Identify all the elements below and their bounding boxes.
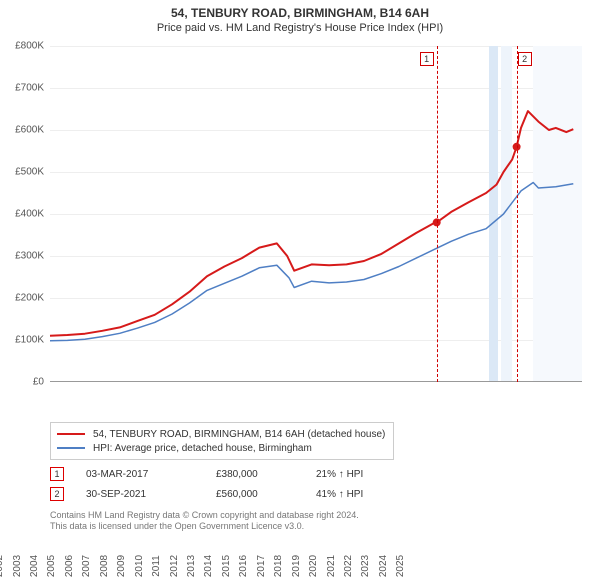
legend-swatch bbox=[57, 433, 85, 435]
event-callout: 2 bbox=[518, 52, 532, 66]
table-row: 2 30-SEP-2021 £560,000 41% ↑ HPI bbox=[50, 484, 436, 504]
event-callout: 1 bbox=[420, 52, 434, 66]
event-price: £380,000 bbox=[216, 469, 316, 480]
chart-title: 54, TENBURY ROAD, BIRMINGHAM, B14 6AH bbox=[0, 0, 600, 20]
xtick-label: 2025 bbox=[395, 555, 573, 577]
event-hpi-delta: 41% ↑ HPI bbox=[316, 489, 436, 500]
chart-container: 54, TENBURY ROAD, BIRMINGHAM, B14 6AH Pr… bbox=[0, 0, 600, 560]
event-hpi-delta: 21% ↑ HPI bbox=[316, 469, 436, 480]
ytick-label: £800K bbox=[0, 41, 44, 52]
series-hpi bbox=[50, 183, 573, 341]
legend-swatch bbox=[57, 447, 85, 449]
legend: 54, TENBURY ROAD, BIRMINGHAM, B14 6AH (d… bbox=[50, 422, 394, 460]
ytick-label: £600K bbox=[0, 125, 44, 136]
chart-subtitle: Price paid vs. HM Land Registry's House … bbox=[0, 20, 600, 34]
ytick-label: £400K bbox=[0, 209, 44, 220]
legend-row: HPI: Average price, detached house, Birm… bbox=[57, 441, 385, 455]
event-date: 30-SEP-2021 bbox=[86, 489, 216, 500]
footnote-line: This data is licensed under the Open Gov… bbox=[50, 521, 359, 532]
ytick-label: £200K bbox=[0, 293, 44, 304]
event-price: £560,000 bbox=[216, 489, 316, 500]
chart-svg bbox=[50, 46, 582, 382]
legend-row: 54, TENBURY ROAD, BIRMINGHAM, B14 6AH (d… bbox=[57, 427, 385, 441]
legend-label: HPI: Average price, detached house, Birm… bbox=[93, 443, 312, 454]
ytick-label: £500K bbox=[0, 167, 44, 178]
ytick-label: £700K bbox=[0, 83, 44, 94]
table-row: 1 03-MAR-2017 £380,000 21% ↑ HPI bbox=[50, 464, 436, 484]
ytick-label: £100K bbox=[0, 335, 44, 346]
ytick-label: £300K bbox=[0, 251, 44, 262]
event-dashline bbox=[517, 46, 518, 382]
events-table: 1 03-MAR-2017 £380,000 21% ↑ HPI 2 30-SE… bbox=[50, 464, 436, 504]
footnote-line: Contains HM Land Registry data © Crown c… bbox=[50, 510, 359, 521]
footnote: Contains HM Land Registry data © Crown c… bbox=[50, 510, 359, 533]
event-dashline bbox=[437, 46, 438, 382]
event-date: 03-MAR-2017 bbox=[86, 469, 216, 480]
event-index-box: 1 bbox=[50, 467, 64, 481]
series-property bbox=[50, 111, 573, 336]
ytick-label: £0 bbox=[0, 377, 44, 388]
legend-label: 54, TENBURY ROAD, BIRMINGHAM, B14 6AH (d… bbox=[93, 429, 385, 440]
event-index-box: 2 bbox=[50, 487, 64, 501]
